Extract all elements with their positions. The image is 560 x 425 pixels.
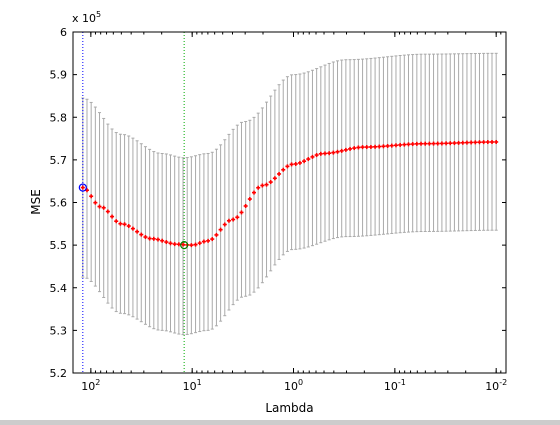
y-tick-label: 5.3	[50, 324, 68, 337]
y-tick-label: 5.8	[50, 111, 68, 124]
x-tick-base: 10	[284, 380, 298, 393]
y-tick-label: 5.2	[50, 367, 68, 380]
x-tick-base: 10	[81, 380, 95, 393]
y-tick-label: 5.6	[50, 197, 68, 210]
x-tick-exponent: -2	[499, 378, 507, 387]
lambda-min-mse-marker	[180, 241, 189, 250]
axes-box	[72, 31, 507, 374]
y-tick-label: 6	[60, 26, 67, 39]
x-axis-ticks: 102 101 100 10-1 10-2	[81, 32, 507, 393]
x-axis-label: Lambda	[265, 401, 313, 415]
x-tick-label: 10-1	[384, 378, 406, 393]
y-multiplier-label: x 105	[72, 10, 101, 25]
x-tick-exponent: 0	[298, 378, 303, 387]
y-axis-label: MSE	[29, 189, 43, 215]
y-tick-label: 5.7	[50, 154, 68, 167]
x-tick-label: 101	[183, 378, 202, 393]
y-multiplier-exponent: 5	[96, 10, 101, 19]
x-tick-base: 10	[183, 380, 197, 393]
y-tick-label: 5.4	[50, 282, 68, 295]
lambda-1se-marker	[78, 183, 87, 192]
error-bars-group	[81, 52, 498, 336]
x-tick-base: 10	[485, 380, 499, 393]
x-tick-label: 100	[284, 378, 303, 393]
y-multiplier-base: x 10	[72, 12, 96, 25]
x-tick-label: 102	[81, 378, 100, 393]
y-tick-label: 5.5	[50, 239, 68, 252]
y-axis-ticks: 5.2 5.3 5.4 5.5 5.6 5.7 5.8 5.9 6	[50, 26, 506, 380]
x-tick-exponent: -1	[398, 378, 406, 387]
x-tick-exponent: 1	[197, 378, 202, 387]
y-tick-label: 5.9	[50, 69, 68, 82]
x-tick-exponent: 2	[95, 378, 100, 387]
x-tick-label: 10-2	[485, 378, 507, 393]
x-tick-base: 10	[384, 380, 398, 393]
mse-curve-group	[80, 139, 499, 248]
